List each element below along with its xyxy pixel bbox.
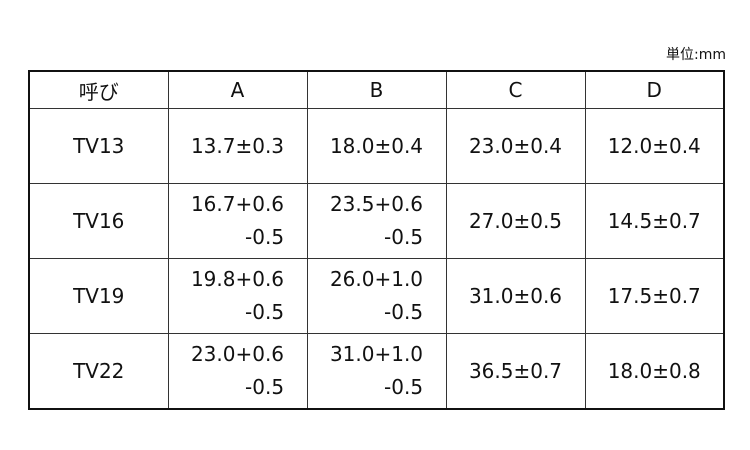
value-cell: 27.0±0.5 [445, 183, 586, 259]
value-line: 27.0±0.5 [468, 208, 563, 233]
table-body: TV13 13.7±0.3 18.0±0.4 23.0±0.4 12.0±0.4 TV16… [28, 108, 725, 410]
value-line: 19.8+0.6 [190, 267, 285, 291]
value-line: 18.0±0.8 [607, 358, 701, 383]
value-block: 18.0±0.4 [330, 130, 423, 163]
value-cell: 23.0+0.6 -0.5 [167, 333, 308, 410]
value-cell: 36.5±0.7 [445, 333, 586, 410]
value-line: 23.5+0.6 [329, 192, 424, 216]
value-cell: 18.0±0.4 [306, 108, 447, 184]
header-cell: B [306, 70, 447, 109]
value-cell: 17.5±0.7 [584, 258, 725, 334]
spec-table: 呼び A B C D TV13 13.7±0.3 18.0±0.4 23.0±0.4 12.0±… [28, 70, 725, 410]
value-block: 16.7+0.6 -0.5 [191, 188, 284, 254]
value-cell: 31.0+1.0 -0.5 [306, 333, 447, 410]
header-cell: D [584, 70, 725, 109]
value-line: 12.0±0.4 [607, 133, 701, 158]
value-cell: 16.7+0.6 -0.5 [167, 183, 308, 259]
value-block: 18.0±0.8 [608, 355, 701, 388]
value-block: 31.0+1.0 -0.5 [330, 338, 423, 404]
value-line: -0.5 [384, 375, 424, 399]
value-line: 31.0+1.0 [329, 342, 424, 366]
value-block: 19.8+0.6 -0.5 [191, 263, 284, 329]
table-row: TV13 13.7±0.3 18.0±0.4 23.0±0.4 12.0±0.4 [28, 108, 725, 184]
value-block: 13.7±0.3 [191, 130, 284, 163]
value-block: 31.0±0.6 [469, 280, 562, 313]
value-block: 17.5±0.7 [608, 280, 701, 313]
value-line: -0.5 [245, 300, 285, 324]
value-line: 23.0+0.6 [190, 342, 285, 366]
unit-label: 単位:mm [666, 47, 726, 63]
value-line: 14.5±0.7 [607, 208, 701, 233]
value-line: -0.5 [245, 225, 285, 249]
value-line: -0.5 [384, 300, 424, 324]
value-line: 36.5±0.7 [468, 358, 563, 383]
value-block: 12.0±0.4 [608, 130, 701, 163]
value-line: -0.5 [245, 375, 285, 399]
value-line: -0.5 [384, 225, 424, 249]
value-block: 23.0+0.6 -0.5 [191, 338, 284, 404]
header-row: 呼び A B C D [28, 70, 725, 109]
value-cell: 31.0±0.6 [445, 258, 586, 334]
size-cell: TV22 [28, 333, 169, 410]
value-cell: 14.5±0.7 [584, 183, 725, 259]
header-cell: C [445, 70, 586, 109]
value-block: 27.0±0.5 [469, 205, 562, 238]
value-block: 26.0+1.0 -0.5 [330, 263, 423, 329]
value-cell: 26.0+1.0 -0.5 [306, 258, 447, 334]
value-line: 31.0±0.6 [468, 283, 563, 308]
value-line: 26.0+1.0 [329, 267, 424, 291]
value-line: 13.7±0.3 [190, 133, 285, 158]
size-cell: TV19 [28, 258, 169, 334]
value-cell: 13.7±0.3 [167, 108, 308, 184]
value-line: 17.5±0.7 [607, 283, 701, 308]
value-cell: 18.0±0.8 [584, 333, 725, 410]
value-line: 18.0±0.4 [329, 133, 424, 158]
value-line: 16.7+0.6 [190, 192, 285, 216]
value-cell: 12.0±0.4 [584, 108, 725, 184]
value-cell: 23.0±0.4 [445, 108, 586, 184]
value-block: 23.0±0.4 [469, 130, 562, 163]
header-cell: A [167, 70, 308, 109]
value-cell: 23.5+0.6 -0.5 [306, 183, 447, 259]
value-block: 36.5±0.7 [469, 355, 562, 388]
value-block: 14.5±0.7 [608, 205, 701, 238]
table-row: TV22 23.0+0.6 -0.5 31.0+1.0 -0.5 36.5±0.7 18.0… [28, 333, 725, 410]
header-cell: 呼び [28, 70, 169, 109]
table-row: TV16 16.7+0.6 -0.5 23.5+0.6 -0.5 27.0±0.5 14.5… [28, 183, 725, 259]
value-cell: 19.8+0.6 -0.5 [167, 258, 308, 334]
size-cell: TV13 [28, 108, 169, 184]
value-block: 23.5+0.6 -0.5 [330, 188, 423, 254]
table-row: TV19 19.8+0.6 -0.5 26.0+1.0 -0.5 31.0±0.6 17.5… [28, 258, 725, 334]
size-cell: TV16 [28, 183, 169, 259]
value-line: 23.0±0.4 [468, 133, 563, 158]
